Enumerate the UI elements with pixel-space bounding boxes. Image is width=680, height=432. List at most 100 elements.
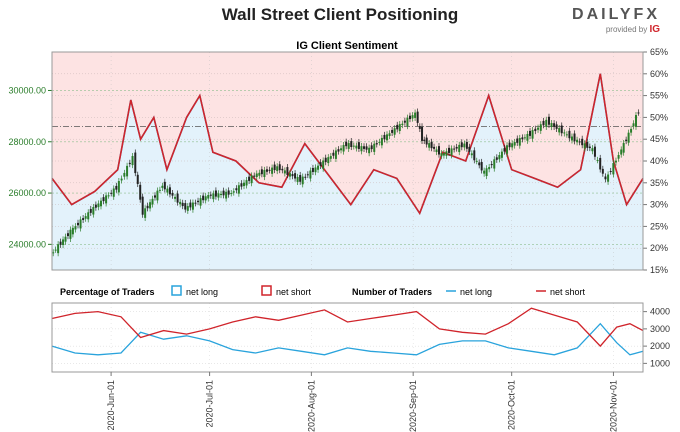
legend-short-swatch xyxy=(261,285,272,296)
candle-body xyxy=(478,162,481,166)
candle-body xyxy=(553,123,556,127)
candle-body xyxy=(115,185,118,190)
percent-tick-label: 15% xyxy=(650,265,668,275)
candle-body xyxy=(526,133,529,141)
candle-body xyxy=(319,162,322,166)
candle-body xyxy=(110,192,113,194)
candle-body xyxy=(278,164,281,171)
candle-body xyxy=(599,157,602,170)
candle-body xyxy=(373,143,376,152)
candle-body xyxy=(495,157,498,160)
candle-body xyxy=(531,130,534,139)
date-tick-label: 2020-Oct-01 xyxy=(507,380,517,430)
percent-tick-label: 50% xyxy=(650,112,668,122)
candle-body xyxy=(442,153,445,156)
logo-provided-by: provided by IG xyxy=(572,24,660,35)
candle-body xyxy=(329,156,332,159)
candle-body xyxy=(612,163,615,175)
candle-body xyxy=(542,120,545,126)
candle-body xyxy=(578,141,581,143)
percent-tick-label: 40% xyxy=(650,156,668,166)
candle-body xyxy=(350,141,353,147)
main-panel: IG Client Sentiment 24000.00 26000.00 2800… xyxy=(8,40,668,275)
candle-body xyxy=(163,181,166,190)
candle-body xyxy=(220,193,223,195)
candle-body xyxy=(268,169,271,171)
percent-axis: 15% 20% 25% 30% 35% 40% 45% 50% 55% 60% 65% xyxy=(643,47,668,275)
candle-body xyxy=(428,143,431,148)
candle-body xyxy=(375,143,378,145)
candle-body xyxy=(212,193,215,200)
count-tick-label: 4000 xyxy=(650,307,670,317)
candle-body xyxy=(79,219,82,229)
candle-body xyxy=(69,229,72,239)
candle-body xyxy=(209,194,212,196)
legend-percentage-title: Percentage of Traders xyxy=(60,287,155,297)
percent-tick-label: 30% xyxy=(650,200,668,210)
candle-body xyxy=(383,134,386,140)
price-tick-label: 24000.00 xyxy=(8,239,46,249)
candle-body xyxy=(475,160,478,162)
candle-body xyxy=(242,182,245,187)
candle-body xyxy=(291,174,294,177)
price-axis: 24000.00 26000.00 28000.00 30000.00 xyxy=(8,85,52,249)
legend-number-short: net short xyxy=(550,287,586,297)
candle-body xyxy=(255,173,258,178)
candle-body xyxy=(168,187,171,195)
candle-body xyxy=(490,164,493,166)
candle-body xyxy=(508,142,511,148)
candle-body xyxy=(117,181,120,193)
candle-body xyxy=(144,208,147,218)
candle-body xyxy=(596,159,599,161)
candle-body xyxy=(511,143,514,148)
candle-body xyxy=(253,175,256,177)
candle-body xyxy=(235,188,238,191)
candle-body xyxy=(437,146,440,155)
candle-body xyxy=(386,134,389,141)
logo-brand: DAILYFX xyxy=(572,6,660,23)
net-long-area xyxy=(52,73,643,270)
candle-body xyxy=(473,150,476,161)
candle-body xyxy=(617,154,620,159)
candle-body xyxy=(263,169,266,177)
candle-body xyxy=(632,123,635,127)
candle-body xyxy=(450,148,453,156)
candle-body xyxy=(365,146,368,150)
candle-body xyxy=(107,195,110,197)
candle-body xyxy=(309,170,312,179)
candle-body xyxy=(141,196,144,215)
candle-body xyxy=(445,151,448,156)
candle-body xyxy=(555,124,558,129)
candle-body xyxy=(586,142,589,148)
candle-body xyxy=(393,128,396,135)
candle-body xyxy=(352,145,355,147)
percent-tick-label: 25% xyxy=(650,221,668,231)
candle-body xyxy=(406,117,409,127)
candle-body xyxy=(591,148,594,152)
candle-body xyxy=(627,132,630,143)
price-tick-label: 30000.00 xyxy=(8,85,46,95)
candle-body xyxy=(614,160,617,163)
candle-body xyxy=(146,205,149,209)
candle-body xyxy=(570,136,573,141)
candle-body xyxy=(609,171,612,173)
candle-body xyxy=(131,156,134,166)
candle-body xyxy=(273,164,276,171)
candle-body xyxy=(232,191,235,193)
candle-body xyxy=(166,188,169,193)
date-tick-label: 2020-Aug-01 xyxy=(306,380,316,432)
candle-body xyxy=(158,189,161,191)
candle-body xyxy=(593,146,596,157)
candle-body xyxy=(470,153,473,156)
candle-body xyxy=(92,207,95,215)
candle-body xyxy=(403,120,406,123)
candle-body xyxy=(547,116,550,125)
logo-provided-label: provided by xyxy=(605,25,648,34)
candle-body xyxy=(181,202,184,207)
candle-body xyxy=(485,168,488,177)
candle-body xyxy=(458,144,461,153)
candle-body xyxy=(488,167,491,170)
candle-body xyxy=(71,227,74,235)
candle-body xyxy=(179,201,182,205)
